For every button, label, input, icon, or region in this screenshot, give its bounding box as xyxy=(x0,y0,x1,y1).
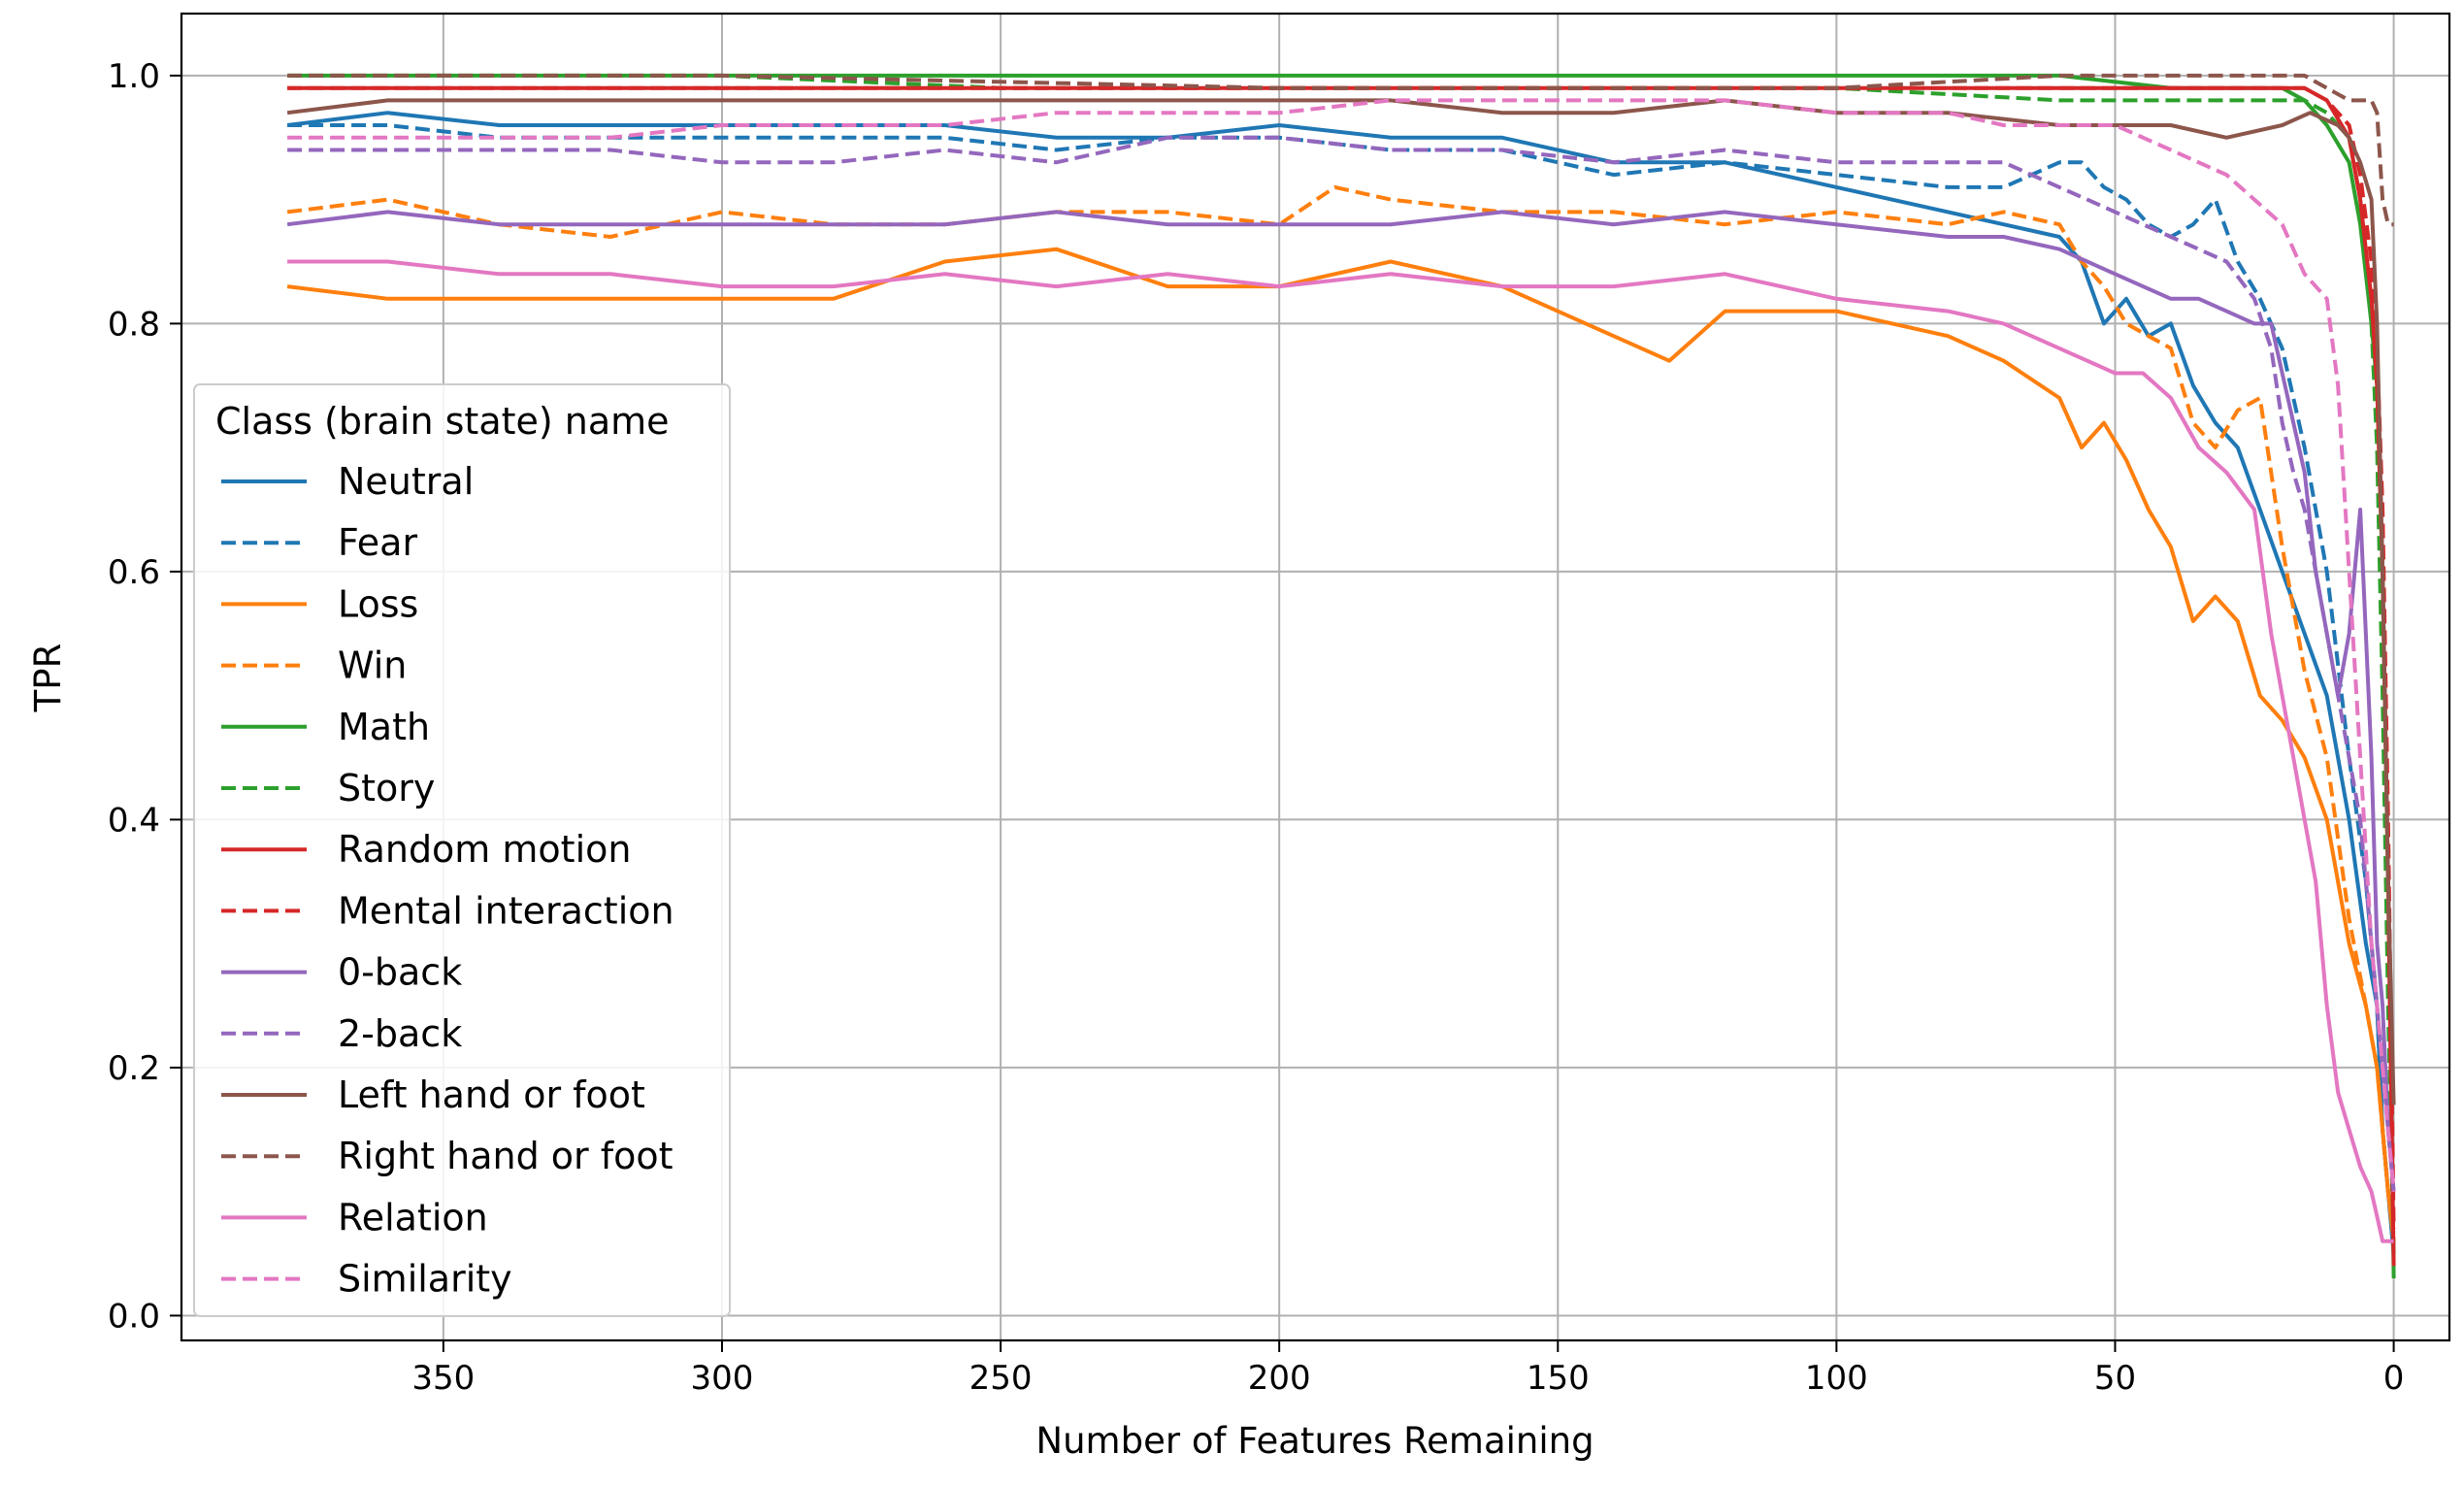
series-line-fear xyxy=(287,123,2396,1254)
legend-label-mental-interaction: Mental interaction xyxy=(338,889,674,932)
series-line-loss xyxy=(286,247,2396,1242)
plot-lines xyxy=(286,73,2396,1279)
y-tick-label: 0.2 xyxy=(108,1049,160,1088)
legend-label-left-hand-or-foot: Left hand or foot xyxy=(338,1073,645,1116)
x-tick-label: 300 xyxy=(691,1359,754,1398)
y-tick-label: 0.6 xyxy=(108,553,160,592)
series-line-neutral xyxy=(286,111,2396,1254)
legend-label-math: Math xyxy=(338,706,430,748)
y-tick-label: 0.8 xyxy=(108,305,160,344)
legend-label-win: Win xyxy=(338,644,407,687)
legend-label-story: Story xyxy=(338,767,435,809)
legend-label-fear: Fear xyxy=(338,521,417,564)
legend-label-relation: Relation xyxy=(338,1196,488,1238)
legend-label-2-back: 2-back xyxy=(338,1012,462,1055)
y-tick-label: 1.0 xyxy=(108,57,160,96)
legend-label-0-back: 0-back xyxy=(338,951,462,994)
y-axis-label: TPR xyxy=(27,644,69,713)
x-tick-label: 50 xyxy=(2094,1359,2136,1398)
x-tick-label: 150 xyxy=(1527,1359,1590,1398)
legend-label-loss: Loss xyxy=(338,582,418,625)
series-line-2-back xyxy=(287,135,2396,1192)
legend-label-random-motion: Random motion xyxy=(338,828,631,871)
x-tick-label: 100 xyxy=(1805,1359,1868,1398)
y-tick-label: 0.4 xyxy=(108,801,160,840)
axis-ticks: 350 300 250 200 150 100 50 0 0.0 0.2 0.4 0.6 0.8 1.0 xyxy=(108,57,2404,1398)
x-tick-label: 250 xyxy=(969,1359,1033,1398)
x-tick-label: 200 xyxy=(1248,1359,1311,1398)
y-tick-label: 0.0 xyxy=(108,1297,160,1336)
series-line-right-hand-or-foot xyxy=(287,73,2394,227)
legend: Class (brain state) name Neutral Fear Loss… xyxy=(193,383,731,1317)
legend-label-neutral: Neutral xyxy=(338,460,474,503)
series-line-similarity xyxy=(287,98,2396,1192)
x-tick-label: 350 xyxy=(411,1359,475,1398)
legend-label-similarity: Similarity xyxy=(338,1258,512,1301)
legend-box xyxy=(193,383,731,1317)
legend-label-right-hand-or-foot: Right hand or foot xyxy=(338,1135,673,1177)
x-axis-label: Number of Features Remaining xyxy=(1035,1420,1593,1462)
plot-frame xyxy=(180,12,2451,1342)
legend-items: Neutral Fear Loss Win Math Story Random motion… xyxy=(221,460,674,1301)
series-line-left-hand-or-foot xyxy=(286,98,2396,1106)
series-line-0-back xyxy=(286,210,2396,1192)
x-tick-label: 0 xyxy=(2383,1359,2405,1398)
legend-title: Class (brain state) name xyxy=(215,400,670,443)
series-line-relation xyxy=(287,259,2394,1243)
